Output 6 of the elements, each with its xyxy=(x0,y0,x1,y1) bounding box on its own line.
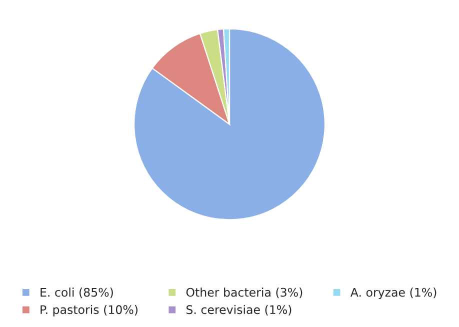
legend-label: S. cerevisiae (1%) xyxy=(186,304,292,316)
pie-slice xyxy=(133,28,326,220)
legend-label: A. oryzae (1%) xyxy=(350,288,436,300)
legend-label: Other bacteria (3%) xyxy=(186,288,302,298)
legend-label: E. coli (85%) xyxy=(40,288,113,298)
legend-label: P. pastoris (10%) xyxy=(40,304,138,316)
